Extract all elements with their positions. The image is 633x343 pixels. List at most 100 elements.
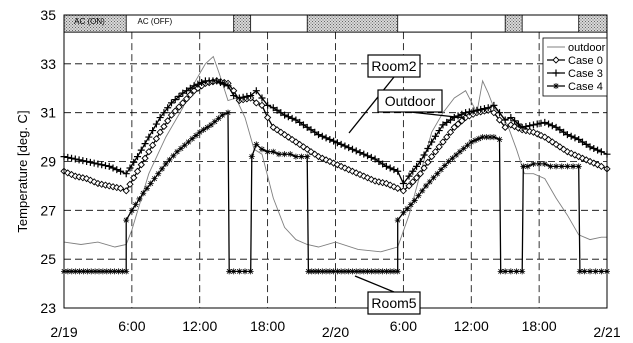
point-case-4 (479, 134, 486, 141)
point-case-3 (198, 79, 206, 87)
point-case-3 (292, 116, 300, 124)
point-case-4 (415, 192, 422, 199)
point-case-4 (487, 134, 494, 141)
point-case-4 (185, 138, 192, 145)
point-case-3 (431, 132, 439, 140)
point-case-3 (284, 113, 292, 121)
legend-marker (552, 69, 560, 77)
point-case-0 (126, 180, 134, 188)
point-case-3 (390, 166, 398, 174)
point-case-4 (189, 135, 196, 142)
point-case-3 (296, 118, 304, 126)
point-case-3 (109, 164, 117, 172)
point-case-0 (141, 154, 149, 162)
point-case-3 (90, 159, 98, 167)
point-case-3 (511, 117, 519, 125)
point-case-0 (258, 101, 266, 109)
point-case-4 (264, 148, 271, 155)
point-case-3 (224, 82, 232, 90)
point-case-4 (576, 268, 583, 275)
point-case-3 (409, 167, 417, 175)
legend-label: Case 4 (568, 81, 603, 93)
point-case-4 (64, 268, 71, 275)
point-case-4 (338, 268, 345, 275)
point-case-3 (164, 104, 172, 112)
point-case-3 (501, 116, 509, 124)
point-case-4 (247, 268, 254, 275)
point-case-4 (162, 160, 169, 167)
point-case-3 (529, 121, 537, 129)
point-case-4 (308, 268, 315, 275)
point-case-3 (247, 92, 255, 100)
point-case-4 (453, 151, 460, 158)
point-case-4 (547, 163, 554, 170)
point-case-3 (454, 112, 462, 120)
point-case-4 (383, 268, 390, 275)
point-case-4 (315, 268, 322, 275)
point-case-3 (220, 80, 228, 88)
point-case-4 (319, 268, 326, 275)
point-case-4 (123, 217, 130, 224)
point-case-3 (443, 118, 451, 126)
point-case-0 (409, 178, 417, 186)
point-case-3 (541, 118, 549, 126)
point-case-4 (132, 201, 139, 208)
point-case-3 (447, 116, 455, 124)
point-case-4 (215, 115, 222, 122)
point-case-4 (400, 209, 407, 216)
point-case-3 (348, 145, 356, 153)
x-tick-labels: 2/19 6:00 12:00 18:00 2/20 6:00 12:00 18:00 2/21 (50, 318, 620, 340)
legend-marker (553, 83, 559, 89)
point-case-4 (349, 268, 356, 275)
point-case-4 (564, 163, 571, 170)
point-case-4 (99, 268, 106, 275)
point-case-4 (292, 153, 299, 160)
point-case-3 (367, 153, 375, 161)
point-case-0 (446, 128, 455, 136)
point-case-4 (326, 268, 333, 275)
point-case-4 (177, 145, 184, 152)
point-case-4 (464, 142, 471, 149)
point-case-4 (513, 268, 520, 275)
x-tick-label: 6:00 (390, 318, 417, 334)
point-case-3 (382, 162, 390, 170)
legend-entry: Case 0 (547, 55, 603, 67)
point-case-0 (145, 148, 153, 156)
callout-label: Outdoor (385, 93, 436, 109)
point-case-0 (179, 99, 187, 107)
point-case-4 (456, 148, 463, 155)
point-case-3 (101, 162, 109, 170)
point-case-0 (171, 107, 179, 115)
point-case-3 (330, 137, 338, 145)
point-case-3 (552, 123, 560, 131)
point-case-4 (598, 268, 605, 275)
y-tick-label: 23 (40, 300, 56, 316)
point-case-3 (526, 122, 534, 130)
point-case-4 (426, 178, 433, 185)
point-case-3 (322, 134, 330, 142)
callout-leader (348, 76, 395, 134)
point-case-4 (242, 268, 248, 275)
point-case-4 (136, 195, 143, 202)
point-case-3 (299, 121, 307, 129)
point-case-4 (72, 268, 79, 275)
series-case-0 (60, 77, 611, 195)
point-case-0 (148, 141, 157, 149)
point-case-4 (211, 118, 218, 125)
point-case-3 (522, 123, 530, 131)
point-case-4 (449, 155, 456, 162)
point-case-0 (424, 158, 432, 166)
point-case-3 (518, 123, 526, 131)
point-case-4 (581, 268, 588, 275)
point-case-4 (196, 129, 203, 136)
point-case-3 (571, 134, 579, 142)
point-case-4 (334, 268, 341, 275)
point-case-4 (423, 182, 429, 189)
point-case-0 (175, 103, 183, 111)
point-case-4 (258, 146, 265, 153)
point-case-4 (281, 151, 288, 158)
point-case-3 (364, 152, 372, 160)
point-case-4 (119, 268, 126, 275)
callout-label: Room5 (371, 295, 416, 311)
point-case-4 (200, 126, 207, 133)
